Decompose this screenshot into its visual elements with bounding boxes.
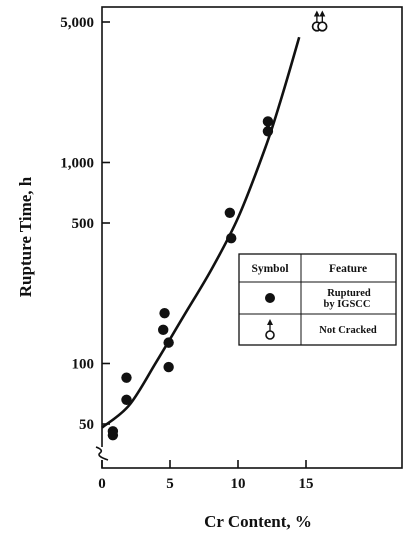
y-tick-label: 50 <box>79 417 94 433</box>
y-axis-label: Rupture Time, h <box>16 176 35 297</box>
x-tick-label: 0 <box>98 476 106 492</box>
data-point-ruptured <box>121 372 132 383</box>
legend-header-feature: Feature <box>329 263 367 275</box>
data-point-ruptured <box>121 394 132 405</box>
y-tick-label: 500 <box>72 216 95 232</box>
data-point-ruptured <box>224 207 236 218</box>
data-point-ruptured <box>107 429 119 441</box>
x-tick-label: 5 <box>166 476 174 492</box>
y-axis-break-mark <box>95 446 109 461</box>
x-axis-label: Cr Content, % <box>204 512 312 531</box>
x-tick-label: 10 <box>231 476 246 492</box>
legend-entry-1-line-1: Ruptured <box>327 288 371 299</box>
data-point-not-cracked <box>317 10 328 32</box>
y-axis: 50 100 500 1,000 5,000 <box>60 15 110 433</box>
legend-open-circle-arrow-marker <box>265 319 275 340</box>
data-points <box>107 10 328 441</box>
data-point-ruptured <box>226 233 237 244</box>
data-point-ruptured <box>163 337 174 348</box>
plot-border <box>101 6 403 469</box>
trend-line <box>101 36 301 429</box>
legend-entry-2-line-1: Not Cracked <box>319 325 377 336</box>
legend: Symbol Feature Ruptured by IGSCC Not Cra… <box>238 253 397 346</box>
y-tick-label: 5,000 <box>60 15 94 31</box>
y-tick-label: 1,000 <box>60 155 94 171</box>
data-point-ruptured <box>158 324 169 336</box>
data-point-ruptured <box>262 116 274 127</box>
data-point-ruptured <box>159 307 170 319</box>
legend-box <box>238 253 397 346</box>
x-tick-label: 15 <box>299 476 314 492</box>
legend-entry-1-line-2: by IGSCC <box>324 299 371 310</box>
data-point-ruptured <box>163 361 174 373</box>
x-axis: 0 5 10 15 <box>98 460 314 492</box>
data-point-ruptured <box>262 126 274 137</box>
legend-header-symbol: Symbol <box>251 263 288 275</box>
y-tick-label: 100 <box>72 356 95 372</box>
plot-frame <box>95 6 403 469</box>
legend-filled-circle-marker <box>265 293 275 303</box>
